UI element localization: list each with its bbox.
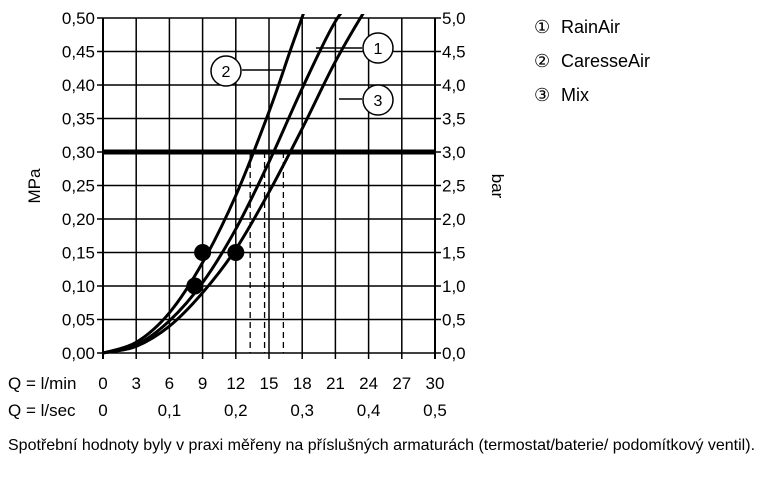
x-tick-lsec: 0 [98,401,107,420]
left-tick-label: 0,30 [62,143,95,162]
right-tick-label: 1,5 [442,244,466,263]
x-tick-lsec: 0,5 [423,401,447,420]
left-tick-label: 0,15 [62,244,95,263]
callout-label: 3 [374,93,383,110]
right-tick-label: 3,5 [442,110,466,129]
left-tick-label: 0,45 [62,43,95,62]
x-tick-lmin: 0 [98,374,107,393]
x-tick-lsec: 0,3 [290,401,314,420]
series-curve-mix [102,14,365,355]
x-tick-lmin: 6 [165,374,174,393]
x-tick-lmin: 30 [426,374,445,393]
series-curves [102,14,365,355]
x-axis-lmin-ticks: 0 3 6 9 12 15 18 21 24 27 30 [98,374,444,393]
right-tick-label: 0,5 [442,311,466,330]
left-tick-label: 0,05 [62,311,95,330]
x-tick-lmin: 15 [260,374,279,393]
x-tick-lmin: 18 [293,374,312,393]
x-axis-lsec-ticks: 0 0,1 0,2 0,3 0,4 0,5 [98,401,447,420]
right-tick-label: 4,0 [442,76,466,95]
x-tick-lmin: 3 [131,374,140,393]
x-tick-lsec: 0,2 [224,401,248,420]
x-axis-lsec-label: Q = l/sec [8,401,76,420]
x-tick-lmin: 24 [359,374,378,393]
right-tick-label: 2,0 [442,210,466,229]
footnote: Spotřební hodnoty byly v praxi měřeny na… [8,437,756,454]
left-tick-label: 0,20 [62,210,95,229]
left-tick-label: 0,00 [62,344,95,363]
legend-symbol: ③ [534,85,550,105]
callout-circle [210,55,242,87]
x-tick-lsec: 0,4 [357,401,381,420]
x-tick-lmin: 12 [226,374,245,393]
callout-circle [362,84,394,116]
series-curve-caresseair [102,14,305,355]
x-tick-lsec: 0,1 [158,401,182,420]
grid [97,17,441,359]
left-tick-label: 0,25 [62,177,95,196]
right-axis-ticks: 0,0 0,5 1,0 1,5 2,0 2,5 3,0 3,5 4,0 4,5 5,0 [442,9,466,363]
right-tick-label: 1,0 [442,277,466,296]
legend-label: CaresseAir [561,51,650,71]
legend-symbol: ② [534,51,550,71]
left-axis-label: MPa [25,168,44,204]
measurement-point [186,277,204,295]
left-axis-ticks: 0,00 0,05 0,10 0,15 0,20 0,25 0,30 0,35 0,40 0,45… [62,9,95,363]
measurement-point [227,244,245,261]
right-axis-label: bar [488,174,507,199]
left-tick-label: 0,40 [62,76,95,95]
right-tick-label: 2,5 [442,177,466,196]
left-tick-label: 0,35 [62,110,95,129]
dashed-guide-lines [249,152,285,353]
left-tick-label: 0,10 [62,277,95,296]
callout-label: 1 [374,41,383,58]
measurement-point [194,244,212,261]
x-tick-lmin: 9 [198,374,207,393]
legend-symbol: ① [534,17,550,37]
legend-label: RainAir [561,17,620,37]
right-tick-label: 0,0 [442,344,466,363]
series-callouts: 1 2 3 [210,32,394,116]
callout-label: 2 [222,64,231,81]
callout-circle [362,32,394,64]
x-axis-lmin-label: Q = l/min [8,374,77,393]
x-tick-lmin: 21 [326,374,345,393]
legend-label: Mix [561,85,589,105]
right-tick-label: 4,5 [442,43,466,62]
right-tick-label: 5,0 [442,9,466,28]
x-tick-lmin: 27 [392,374,411,393]
legend: ① RainAir ② CaresseAir ③ Mix [534,17,650,105]
series-curve-rainair [102,14,343,355]
pressure-flow-chart: 123 0,000,050,100,150,200,250,300,350,40… [8,9,650,420]
left-tick-label: 0,50 [62,9,95,28]
measurement-points [186,244,245,295]
right-tick-label: 3,0 [442,143,466,162]
